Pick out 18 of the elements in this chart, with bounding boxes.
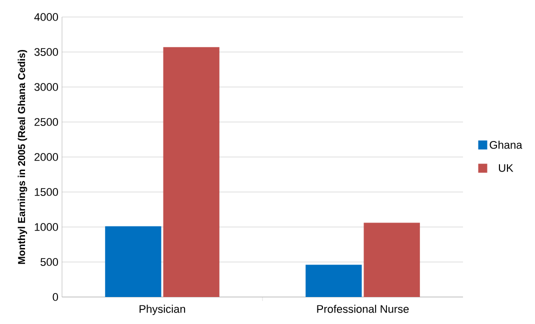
bar (105, 226, 162, 297)
y-tick-label: 500 (40, 258, 58, 266)
legend-label: UK (498, 164, 514, 172)
y-tick-label: 3500 (34, 48, 58, 56)
bar (364, 222, 420, 297)
y-tick-label: 1500 (34, 188, 58, 196)
y-axis-title: Monthyl Earnings in 2005 (Real Ghana Cedis) (18, 50, 28, 264)
legend-label: Ghana (490, 140, 522, 149)
y-tick-label: 1000 (34, 223, 58, 231)
bar (306, 264, 362, 297)
y-tick-label: 2500 (34, 118, 58, 126)
y-tick-label: 2000 (34, 153, 58, 161)
y-tick-label: 4000 (34, 13, 58, 21)
x-tick-label: Professional Nurse (317, 304, 409, 313)
y-tick-label: 3000 (34, 83, 58, 91)
bar (163, 47, 220, 297)
y-tick-label: 0 (52, 293, 58, 301)
x-tick-label: Physician (140, 304, 186, 316)
